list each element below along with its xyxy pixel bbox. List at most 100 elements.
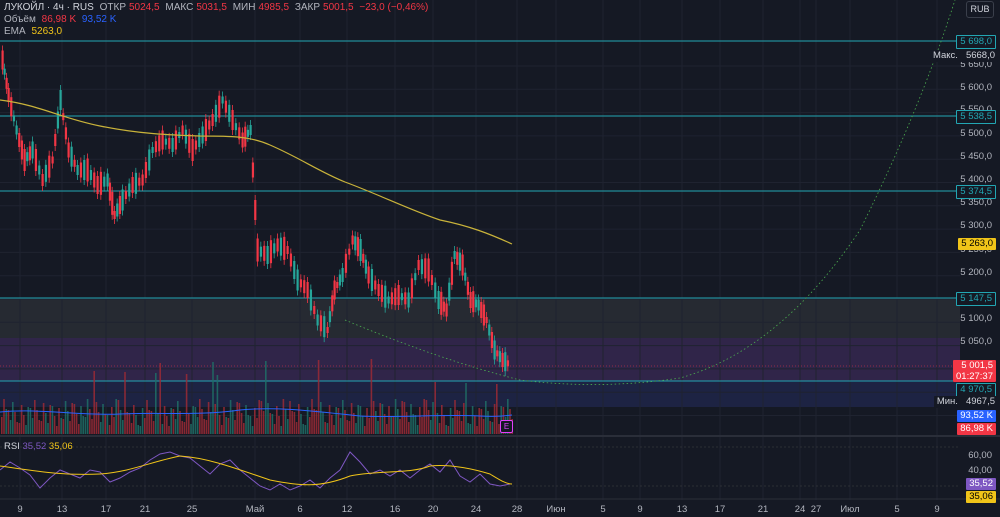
volume-bar: [370, 359, 373, 434]
volume-bar: [324, 422, 326, 434]
candle: [208, 120, 211, 130]
volume-bar: [192, 406, 194, 434]
candle: [354, 236, 357, 251]
volume-bar: [467, 423, 469, 434]
level-tag-5374[interactable]: 5 374,5: [956, 185, 996, 199]
volume-bar: [304, 425, 307, 434]
volume-bar: [489, 421, 491, 434]
volume-bar: [174, 419, 177, 434]
rsi-legend: RSI 35,52 35,06: [4, 441, 73, 452]
volume-bar: [397, 409, 399, 434]
candle: [241, 132, 244, 148]
candle: [224, 100, 228, 113]
volume-bar: [78, 424, 80, 434]
volume-bar: [155, 373, 157, 434]
candle: [93, 172, 96, 188]
volume-bar: [89, 409, 91, 434]
volume-bar: [262, 411, 265, 434]
volume-bar: [249, 416, 252, 434]
candle: [103, 176, 106, 187]
volume-bar: [480, 409, 483, 434]
level-tag-5147[interactable]: 5 147,5: [956, 292, 996, 306]
volume-bar: [359, 406, 362, 434]
volume-bar: [315, 410, 318, 434]
candle: [417, 260, 420, 270]
volume-bar: [447, 426, 450, 434]
level-tag-5538[interactable]: 5 538,5: [956, 110, 996, 124]
volume-bar: [309, 417, 311, 434]
volume-bar: [333, 425, 335, 434]
volume-bar: [322, 412, 324, 434]
volume-bar: [383, 414, 386, 434]
candle: [359, 239, 362, 261]
candle: [188, 133, 191, 153]
volume-bar: [119, 410, 122, 434]
candle: [204, 119, 208, 141]
volume-bar: [18, 423, 21, 434]
volume-bar: [58, 408, 60, 434]
volume-bar: [3, 399, 5, 434]
volume-bar: [298, 404, 300, 434]
candle: [31, 141, 34, 159]
time-label: 24: [470, 504, 482, 515]
volume-bar: [42, 403, 45, 434]
candle: [83, 160, 86, 180]
candle: [273, 243, 276, 254]
level-tag-5698[interactable]: 5 698,0: [956, 35, 996, 49]
candle: [303, 280, 306, 294]
candle: [56, 111, 60, 129]
volume-bar: [289, 401, 291, 434]
candle: [420, 259, 424, 275]
projection-curve[interactable]: [344, 0, 956, 385]
volume-bar: [172, 409, 175, 434]
volume-bar: [432, 402, 434, 434]
candle: [414, 273, 417, 281]
candle: [18, 133, 21, 147]
volume-bar: [108, 425, 111, 434]
volume-bar: [38, 420, 40, 434]
candle: [76, 165, 79, 175]
candle: [448, 282, 451, 301]
volume-bar: [496, 384, 498, 434]
volume-bar: [320, 402, 322, 434]
volume-bar: [60, 418, 62, 434]
candle: [154, 141, 158, 153]
time-label: 17: [100, 504, 112, 515]
candle: [341, 268, 344, 282]
volume-bar: [23, 415, 25, 434]
volume-bar: [240, 413, 243, 434]
volume-bar: [342, 400, 344, 434]
earnings-marker[interactable]: E: [500, 420, 513, 433]
candle: [450, 261, 454, 285]
volume-bar: [430, 420, 432, 434]
candle: [348, 248, 351, 255]
candle: [244, 126, 247, 147]
candle: [238, 127, 241, 140]
volume-bar: [201, 409, 203, 434]
level-tag-4970[interactable]: 4 970,5: [956, 383, 996, 397]
currency-button[interactable]: RUB: [966, 1, 994, 18]
volume-bar: [300, 414, 302, 434]
candle: [400, 293, 404, 301]
candle: [482, 304, 486, 326]
volume-bar: [458, 411, 461, 434]
time-label: 13: [56, 504, 68, 515]
volume-bar: [124, 372, 126, 434]
volume-bar: [247, 415, 249, 434]
volume-bar: [507, 399, 509, 434]
volume-bar: [337, 408, 340, 434]
volume-bar: [392, 417, 395, 434]
volume-bar: [287, 419, 289, 434]
volume-bar: [368, 418, 370, 434]
volume-bar: [273, 424, 276, 434]
candle: [15, 125, 18, 135]
candle: [131, 177, 134, 193]
candle: [86, 158, 89, 182]
volume-bar: [205, 420, 208, 434]
candle: [251, 162, 255, 178]
volume-bar: [137, 425, 139, 434]
volume-bar: [51, 406, 54, 434]
symbol-name[interactable]: ЛУКОЙЛ · 4ч · RUS: [4, 2, 94, 13]
volume-bar: [199, 399, 201, 434]
